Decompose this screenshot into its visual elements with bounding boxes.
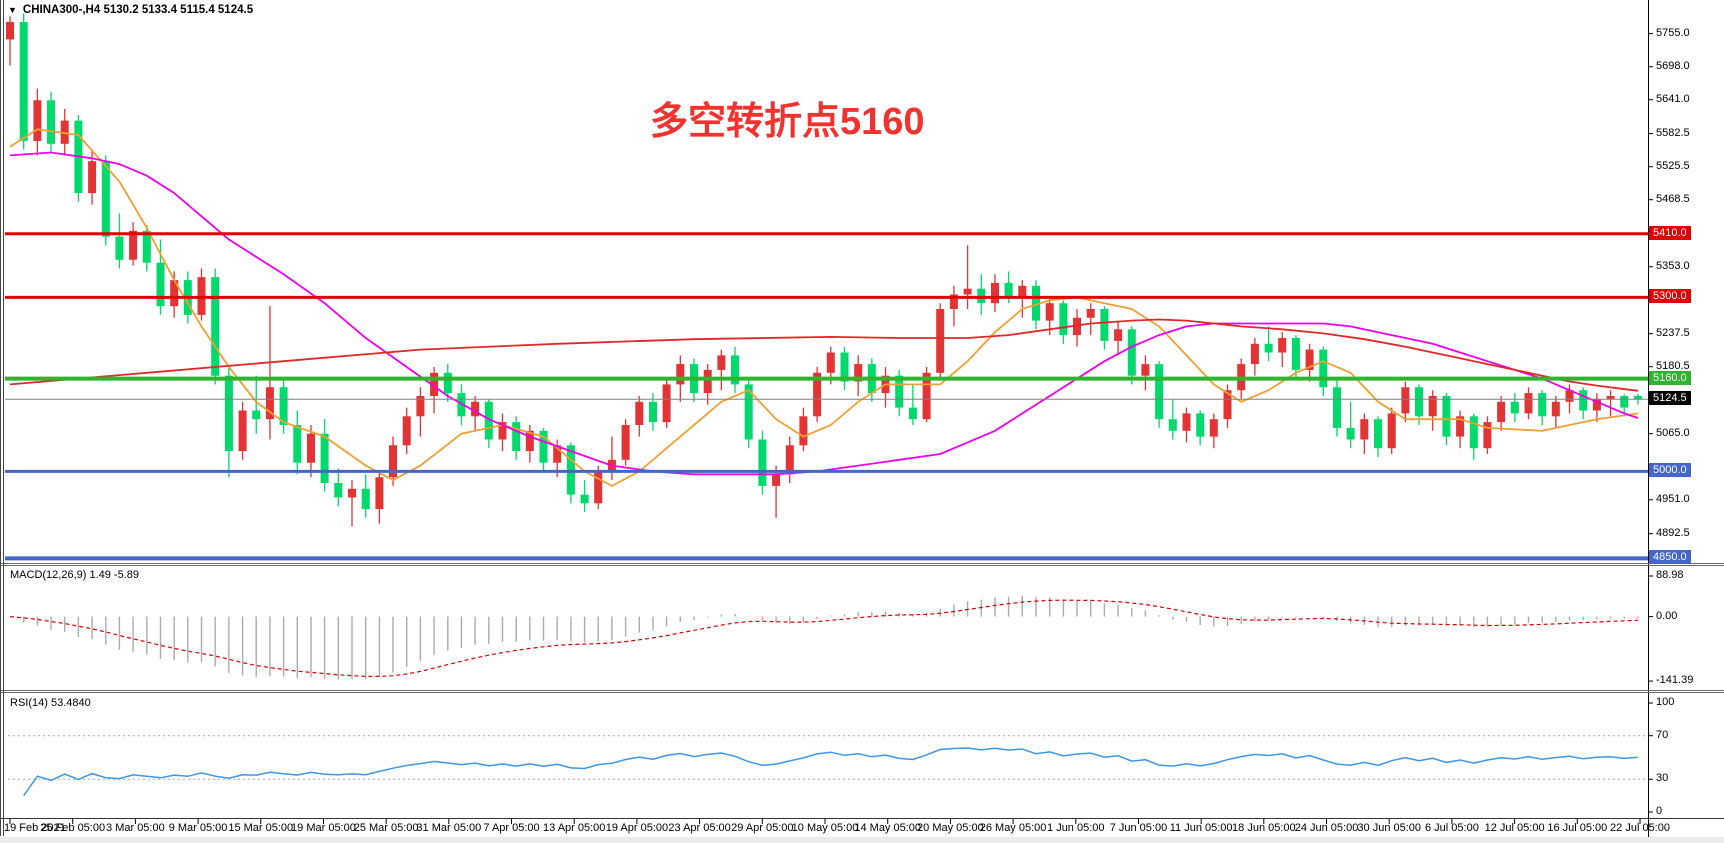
price-tick-label: 5582.5 <box>1656 126 1690 139</box>
macd-tick-label: -141.39 <box>1656 674 1694 687</box>
annotation-text: 多空转折点5160 <box>650 101 925 143</box>
price-axis[interactable]: 5755.0 5698.0 5641.0 5582.5 5525.5 5468.5 5353… <box>1648 0 1724 843</box>
ma-fast-line <box>9 128 1639 487</box>
price-tick-label: 5353.0 <box>1656 259 1690 272</box>
price-level-label: 4850.0 <box>1649 550 1691 565</box>
macd-layer <box>9 595 1639 680</box>
rsi-tick-label: 70 <box>1656 728 1669 741</box>
date-tick-label: 19 Apr 05:00 <box>605 822 669 834</box>
date-tick-label: 3 Mar 05:00 <box>106 822 165 834</box>
price-tick-label: 5641.0 <box>1656 92 1690 105</box>
date-tick-label: 9 Mar 05:00 <box>168 822 228 834</box>
rsi-tick-label: 0 <box>1656 805 1663 817</box>
date-tick-label: 13 Apr 05:00 <box>543 822 606 834</box>
ma-slow-line <box>9 318 1639 392</box>
date-tick-label: 19 Mar 05:00 <box>291 822 356 834</box>
date-tick-label: 12 Jul 05:00 <box>1484 822 1545 834</box>
date-tick-label: 25 Mar 05:00 <box>353 822 419 834</box>
ma-mid-line <box>9 151 1639 476</box>
price-tick-label: 5698.0 <box>1656 59 1690 72</box>
price-level-label: 5160.0 <box>1649 370 1691 385</box>
rsi-layer <box>8 735 1648 797</box>
date-tick-label: 19 Feb 2021 <box>4 822 66 834</box>
price-tick-label: 5468.5 <box>1656 192 1690 205</box>
date-tick-label: 22 Jul 05:00 <box>1610 822 1670 834</box>
date-tick-label: 11 Jun 05:00 <box>1169 822 1233 834</box>
date-tick-label: 31 Mar 05:00 <box>416 822 482 834</box>
date-tick-label: 7 Apr 05:00 <box>483 822 540 834</box>
date-tick-label: 26 May 05:00 <box>979 822 1047 834</box>
symbol-title: CHINA300-,H4 5130.2 5133.4 5115.4 5124.5 <box>22 4 254 16</box>
date-tick-label: 6 Jul 05:00 <box>1425 822 1479 834</box>
rsi-indicator-label: RSI(14) 53.4840 <box>10 697 91 709</box>
date-tick-label: 24 Jun 05:00 <box>1294 822 1359 834</box>
macd-tick-label: 0.00 <box>1656 609 1678 622</box>
price-level-label: 5300.0 <box>1649 289 1691 304</box>
date-tick-label: 14 May 05:00 <box>854 822 922 834</box>
candles-layer <box>6 13 1642 527</box>
price-tick-label: 5065.0 <box>1656 426 1690 439</box>
date-tick-label: 29 Apr 05:00 <box>731 822 794 834</box>
macd-tick-label: 88.98 <box>1656 569 1684 582</box>
price-tick-label: 4951.0 <box>1656 492 1690 505</box>
date-tick-label: 20 May 05:00 <box>917 822 984 834</box>
date-tick-label: 30 Jun 05:00 <box>1357 822 1422 834</box>
date-tick-label: 23 Apr 05:00 <box>668 822 731 834</box>
rsi-tick-label: 30 <box>1656 772 1669 785</box>
symbol-dropdown-icon[interactable]: ▼ <box>8 4 17 15</box>
price-tick-label: 5525.5 <box>1656 159 1690 172</box>
chart-title-bar: ▼ CHINA300-,H4 5130.2 5133.4 5115.4 5124… <box>8 4 253 16</box>
date-tick-label: 1 Jun 05:00 <box>1047 822 1105 834</box>
date-tick-label: 18 Jun 05:00 <box>1232 822 1296 834</box>
date-tick-label: 7 Jun 05:00 <box>1109 822 1168 834</box>
rsi-tick-label: 100 <box>1656 696 1675 708</box>
date-tick-label: 16 Jul 05:00 <box>1547 822 1608 834</box>
price-level-label: 5000.0 <box>1649 463 1691 478</box>
date-tick-label: 25 Feb 05:00 <box>40 822 106 834</box>
price-level-label: 5124.5 <box>1649 391 1691 406</box>
price-tick-label: 5237.5 <box>1656 326 1690 339</box>
horizontal-price-levels[interactable] <box>5 232 1648 561</box>
price-level-label: 5410.0 <box>1649 225 1691 240</box>
rsi-line <box>23 747 1638 797</box>
time-axis[interactable]: 19 Feb 2021 25 Feb 05:00 3 Mar 05:00 9 Mar … <box>0 818 1724 843</box>
macd-signal-line <box>9 599 1638 677</box>
date-tick-label: 10 May 05:00 <box>791 822 859 834</box>
price-tick-label: 4892.5 <box>1656 526 1690 539</box>
macd-indicator-label: MACD(12,26,9) 1.49 -5.89 <box>10 569 140 581</box>
date-tick-label: 15 Mar 05:00 <box>228 822 294 834</box>
price-tick-label: 5755.0 <box>1656 26 1690 39</box>
moving-averages-layer <box>9 128 1639 487</box>
price-tick-label: 5180.5 <box>1656 359 1690 372</box>
